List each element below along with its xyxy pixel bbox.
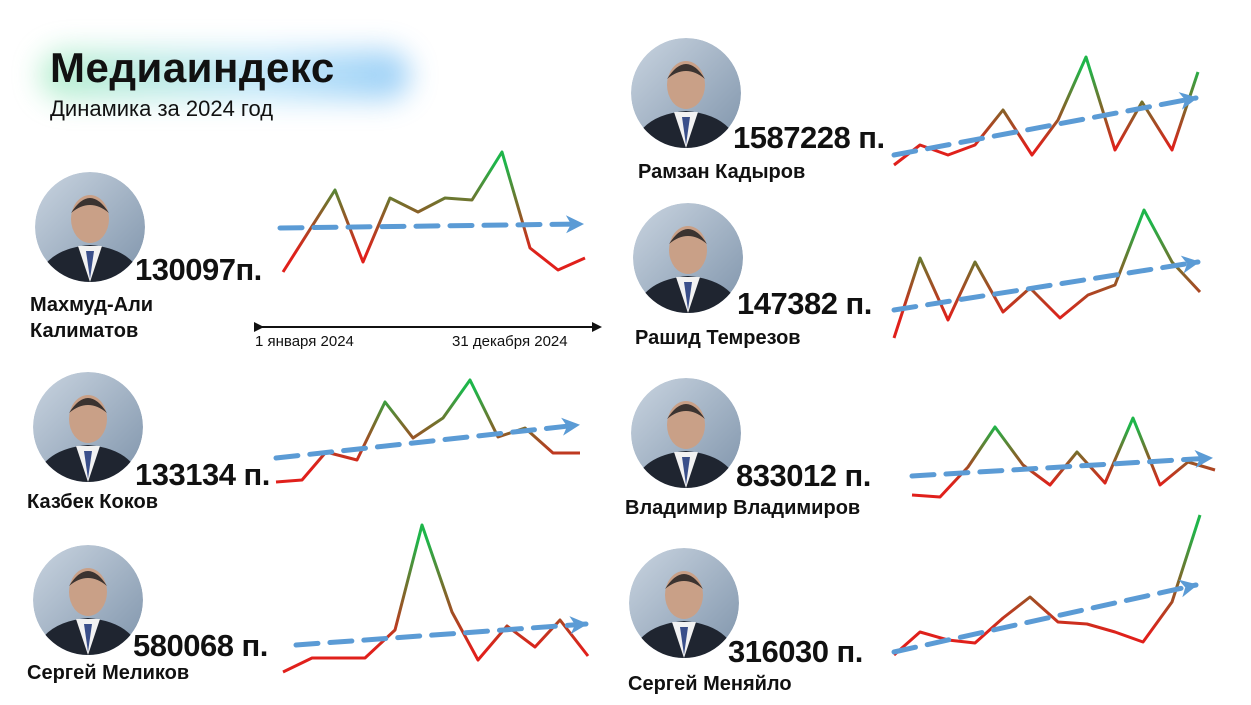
- photo-tie: [84, 624, 92, 652]
- trend-line: [891, 95, 1199, 158]
- trend-arrowhead: [1178, 579, 1198, 598]
- trend-line: [891, 582, 1199, 655]
- score: 147382 п.: [737, 286, 872, 321]
- photo-hair: [69, 571, 107, 586]
- name: Рашид Темрезов: [635, 327, 801, 349]
- trend-line: [293, 621, 589, 648]
- title: Медиаиндекс: [50, 44, 335, 91]
- name: Сергей Меликов: [27, 662, 190, 684]
- photo-hair: [667, 404, 705, 419]
- photo-hair: [69, 398, 107, 413]
- score: 1587228 п.: [733, 120, 885, 155]
- photo-tie: [86, 251, 94, 279]
- score: 316030 п.: [728, 634, 863, 669]
- photo: [629, 548, 739, 658]
- score: 833012 п.: [736, 458, 871, 493]
- trend-arrowhead: [561, 417, 580, 436]
- name: Владимир Владимиров: [625, 497, 861, 519]
- photo: [33, 372, 143, 482]
- photo-hair: [665, 574, 703, 589]
- sparkline: [892, 208, 1202, 339]
- trend-line: [277, 221, 585, 231]
- subtitle: Динамика за 2024 год: [50, 96, 274, 121]
- trend-arrowhead: [1194, 449, 1213, 468]
- trend-line: [891, 259, 1201, 313]
- trend-arrowhead: [1178, 92, 1198, 110]
- photo: [631, 378, 741, 488]
- photo: [35, 172, 145, 282]
- photo-tie: [684, 282, 692, 310]
- photo-hair: [667, 64, 705, 79]
- trend-arrowhead: [565, 215, 584, 234]
- name: Казбек Коков: [27, 491, 158, 513]
- photo: [633, 203, 743, 313]
- trend-arrowhead: [569, 616, 588, 635]
- sparkline: [282, 523, 590, 674]
- score: 130097п.: [135, 252, 262, 287]
- trend-line: [273, 422, 581, 461]
- timeline-end: 31 декабря 2024: [452, 333, 568, 350]
- photo: [33, 545, 143, 655]
- name: Махмуд-Али Калиматов: [30, 294, 154, 342]
- photo-hair: [669, 229, 707, 244]
- photo-tie: [84, 451, 92, 479]
- score: 580068 п.: [133, 628, 268, 663]
- sparkline: [893, 55, 1200, 167]
- photo-tie: [682, 457, 690, 485]
- sparkline: [281, 150, 586, 273]
- timeline-start: 1 января 2024: [255, 333, 354, 350]
- photo: [631, 38, 741, 148]
- trend-line: [909, 455, 1214, 479]
- photo-tie: [680, 627, 688, 655]
- trend-arrowhead: [1180, 255, 1200, 274]
- sparkline: [893, 514, 1202, 657]
- score: 133134 п.: [135, 457, 270, 492]
- name: Рамзан Кадыров: [638, 161, 806, 183]
- photo-tie: [682, 117, 690, 145]
- title-glow: [40, 50, 410, 100]
- sparkline: [911, 416, 1216, 499]
- name: Сергей Меняйло: [628, 673, 792, 695]
- photo-hair: [71, 198, 109, 213]
